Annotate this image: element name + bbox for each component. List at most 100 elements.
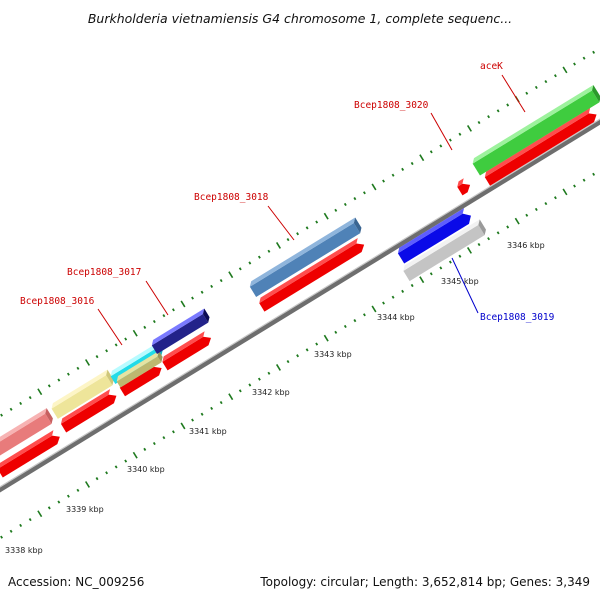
scale-tick-label: 3345 kbp bbox=[441, 277, 479, 286]
lower-minor-tick bbox=[76, 488, 80, 492]
lower-minor-tick bbox=[171, 430, 175, 434]
gene-feature-grey-side bbox=[478, 219, 486, 236]
lower-minor-tick bbox=[305, 348, 309, 352]
gene-label-leader bbox=[430, 112, 453, 151]
upper-major-tick bbox=[323, 212, 329, 220]
upper-minor-tick bbox=[362, 191, 366, 195]
upper-minor-tick bbox=[573, 62, 576, 66]
backbone-highlight bbox=[0, 118, 600, 488]
gene-labels: Bcep1808_3016 Bcep1808_3017 Bcep1808_3018 B… bbox=[20, 61, 555, 346]
scale-tick-labels: 3338 kbp 3339 kbp 3340 kbp 3341 kbp 3342 kbp… bbox=[5, 241, 545, 555]
upper-minor-tick bbox=[114, 343, 118, 347]
upper-major-tick bbox=[84, 359, 91, 366]
lower-minor-tick bbox=[296, 354, 300, 358]
lower-minor-tick bbox=[592, 172, 596, 176]
gene-feature-yellow-top bbox=[51, 369, 108, 409]
upper-major-tick bbox=[275, 242, 281, 249]
gene-feature-olive bbox=[116, 350, 163, 388]
lower-minor-tick bbox=[410, 283, 414, 288]
upper-minor-tick bbox=[105, 349, 109, 353]
upper-minor-tick bbox=[248, 261, 252, 265]
cds-feature bbox=[60, 389, 117, 433]
upper-minor-tick bbox=[257, 255, 261, 259]
upper-minor-tick bbox=[210, 284, 214, 288]
lower-minor-tick bbox=[47, 506, 51, 510]
lower-minor-tick bbox=[458, 254, 462, 258]
upper-minor-tick bbox=[47, 384, 51, 388]
lower-minor-tick bbox=[238, 389, 242, 393]
lower-major-tick bbox=[84, 481, 91, 488]
cds-feature-face bbox=[60, 394, 117, 433]
upper-minor-tick bbox=[401, 167, 405, 171]
lower-tick-track bbox=[0, 172, 596, 539]
gene-feature-green-side bbox=[592, 84, 600, 103]
lower-minor-tick bbox=[105, 471, 109, 475]
lower-minor-tick bbox=[477, 242, 481, 247]
upper-major-tick bbox=[562, 66, 568, 74]
lower-minor-tick bbox=[573, 184, 576, 188]
lower-minor-tick bbox=[362, 313, 366, 317]
upper-minor-tick bbox=[496, 109, 500, 113]
upper-minor-tick bbox=[582, 56, 586, 60]
gene-label-acek: aceK bbox=[480, 61, 503, 72]
upper-minor-tick bbox=[315, 220, 319, 224]
gene-label-leader bbox=[451, 257, 479, 314]
cds-feature-top bbox=[60, 389, 111, 424]
upper-minor-tick bbox=[592, 50, 596, 54]
upper-minor-tick bbox=[296, 232, 300, 236]
gene-feature-green-face bbox=[472, 90, 600, 176]
lower-minor-tick bbox=[353, 319, 357, 323]
scale-tick-label: 3344 kbp bbox=[377, 313, 415, 322]
lower-minor-tick bbox=[429, 272, 433, 276]
scale-tick-label: 3340 kbp bbox=[127, 465, 165, 474]
upper-minor-tick bbox=[410, 161, 414, 166]
gene-label-bcep1808_3017: Bcep1808_3017 bbox=[67, 267, 141, 278]
upper-minor-tick bbox=[477, 120, 481, 125]
lower-minor-tick bbox=[582, 178, 586, 182]
upper-minor-tick bbox=[334, 208, 338, 212]
chromosome-backbone bbox=[0, 118, 600, 493]
upper-minor-tick bbox=[544, 80, 548, 84]
scale-tick-label: 3341 kbp bbox=[189, 427, 227, 436]
lower-major-tick bbox=[514, 217, 520, 225]
lower-major-tick bbox=[275, 364, 281, 371]
lower-minor-tick bbox=[496, 231, 500, 235]
lower-minor-tick bbox=[9, 529, 13, 533]
upper-minor-tick bbox=[353, 197, 357, 201]
lower-minor-tick bbox=[0, 535, 3, 539]
upper-minor-tick bbox=[429, 150, 433, 154]
gene-label-bcep1808_3019: Bcep1808_3019 bbox=[480, 312, 555, 323]
scale-tick-label: 3342 kbp bbox=[252, 388, 290, 397]
lower-minor-tick bbox=[57, 500, 61, 504]
upper-minor-tick bbox=[219, 278, 223, 283]
upper-minor-tick bbox=[391, 173, 395, 177]
upper-major-tick bbox=[371, 183, 377, 191]
upper-tick-track bbox=[0, 50, 596, 417]
gene-feature-grey-top bbox=[403, 219, 480, 271]
lower-minor-tick bbox=[248, 383, 252, 387]
upper-minor-tick bbox=[152, 319, 156, 324]
gene-feature-green bbox=[472, 84, 600, 176]
cds-feature-top bbox=[162, 331, 205, 362]
lower-minor-tick bbox=[544, 202, 548, 206]
gene-feature-blue-face bbox=[397, 213, 471, 264]
upper-minor-tick bbox=[0, 413, 3, 417]
lower-minor-tick bbox=[162, 436, 166, 440]
gene-feature-pink-top bbox=[0, 408, 47, 447]
gene-feature-navy-top bbox=[151, 308, 205, 346]
feature-track bbox=[0, 84, 600, 478]
upper-minor-tick bbox=[162, 314, 166, 318]
backbone-line bbox=[0, 119, 600, 493]
lower-minor-tick bbox=[28, 518, 32, 522]
gene-feature-grey bbox=[403, 219, 486, 282]
lower-minor-tick bbox=[152, 441, 156, 446]
upper-major-tick bbox=[132, 329, 138, 337]
lower-minor-tick bbox=[19, 523, 23, 528]
upper-minor-tick bbox=[200, 290, 204, 294]
lower-minor-tick bbox=[401, 289, 405, 293]
cds-feature-top bbox=[484, 107, 591, 178]
upper-minor-tick bbox=[28, 396, 32, 400]
upper-minor-tick bbox=[267, 249, 271, 253]
cds-feature-face bbox=[119, 366, 162, 397]
lower-major-tick bbox=[562, 188, 568, 196]
